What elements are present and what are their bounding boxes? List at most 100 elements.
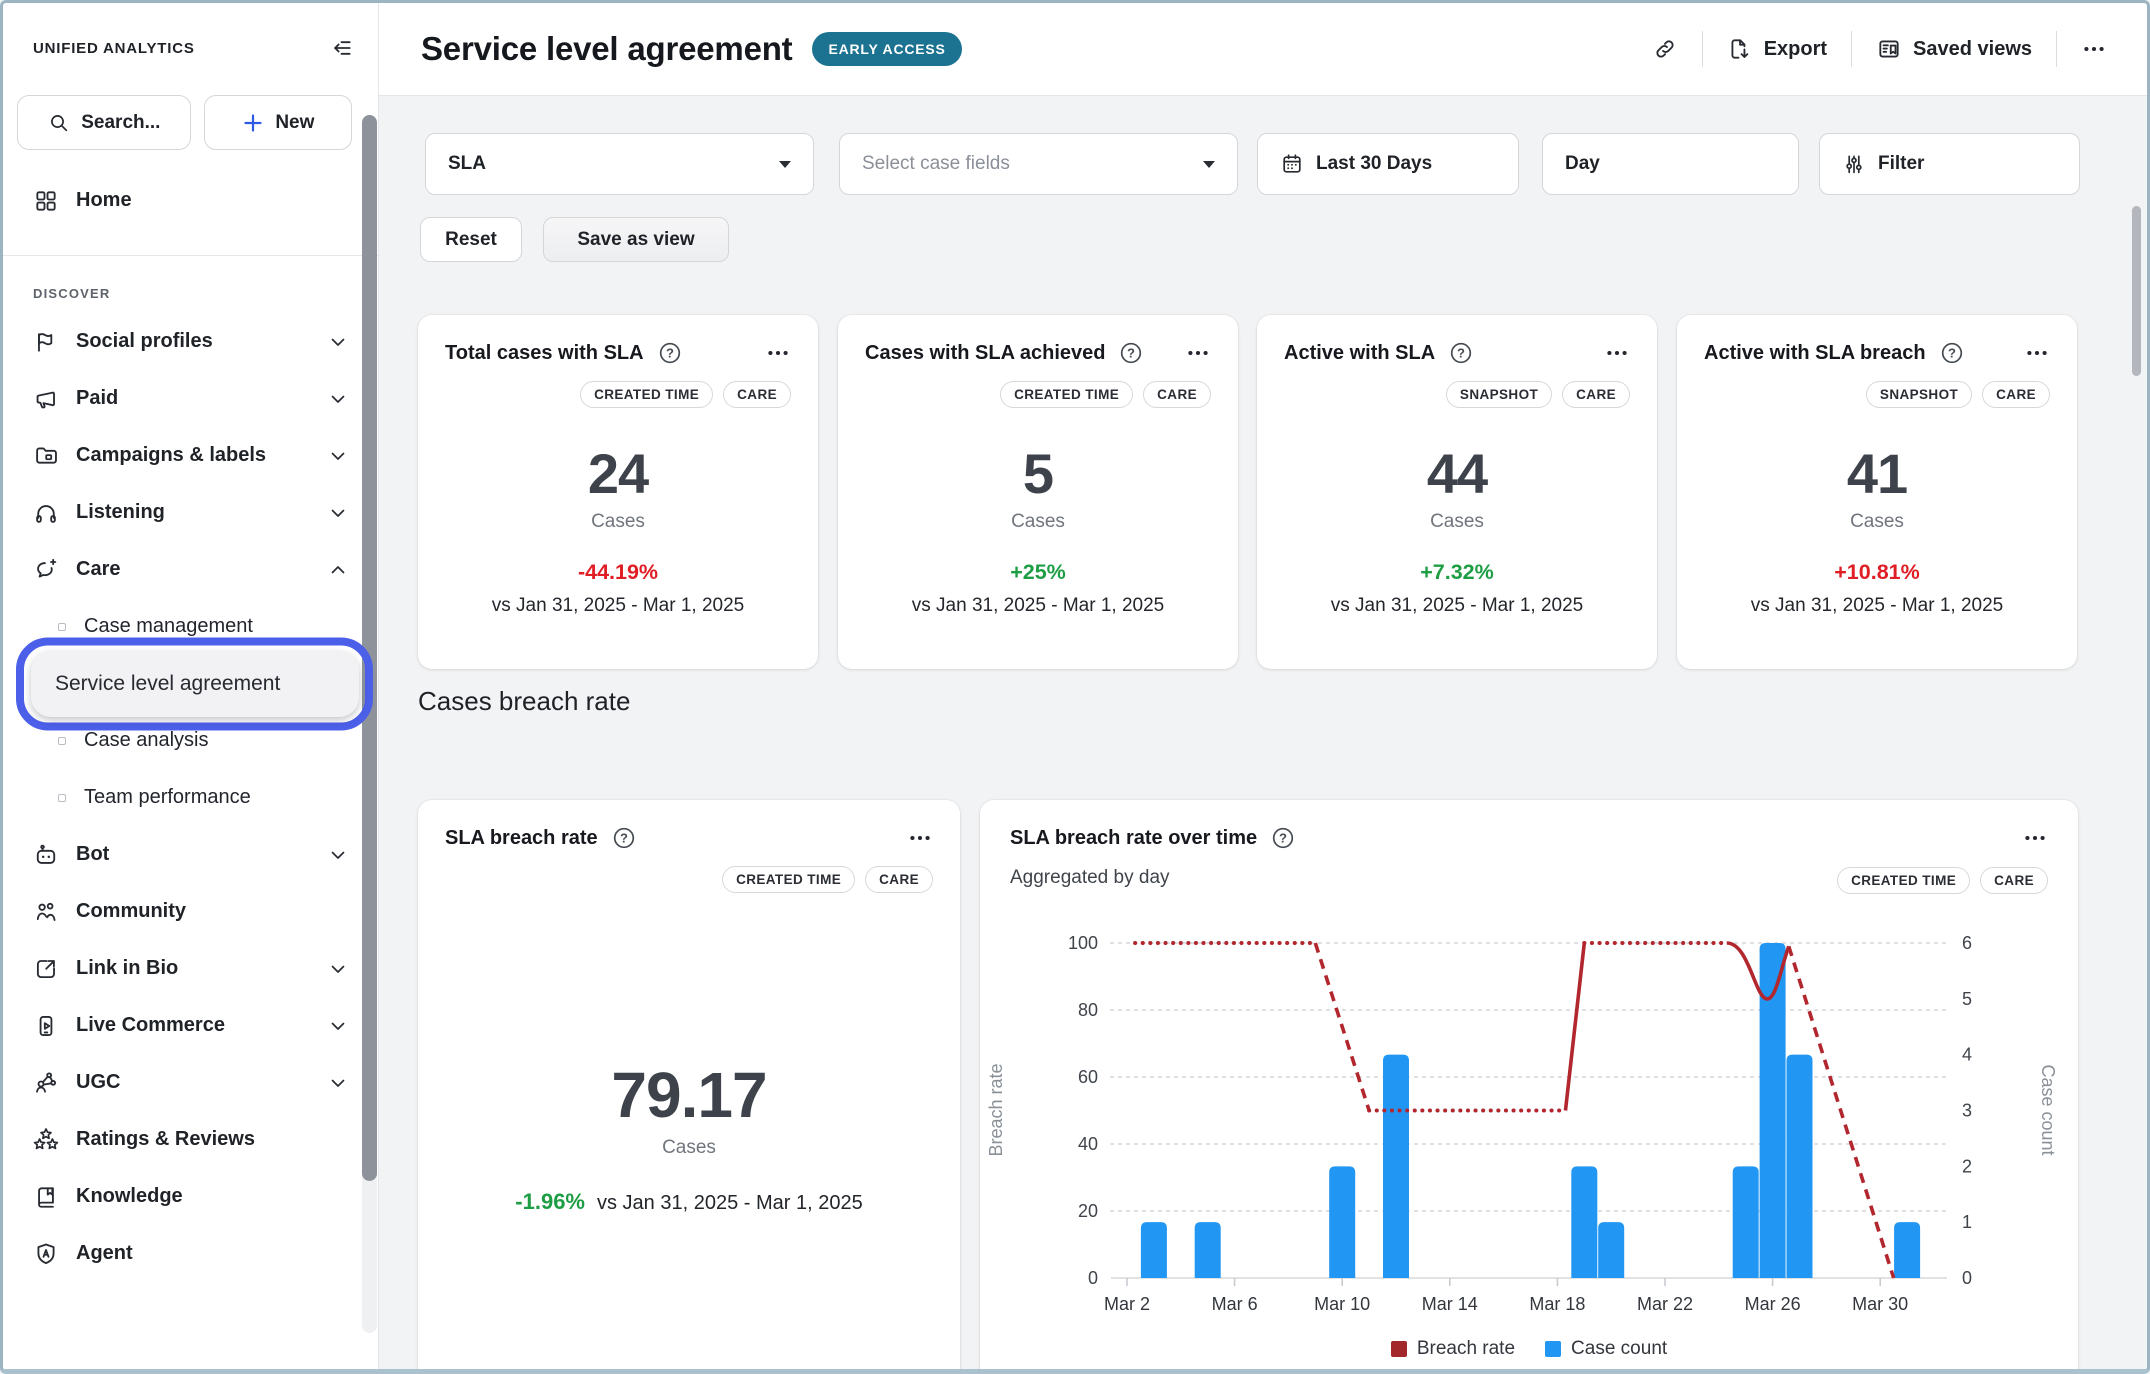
help-icon[interactable]: ? [657,340,683,366]
case-count-bar[interactable] [1329,1166,1356,1278]
tag-row: SNAPSHOT CARE [1704,381,2050,408]
reset-button[interactable]: Reset [420,217,522,262]
x-axis-label: Mar 22 [1637,1294,1693,1314]
main-scrollbar-thumb[interactable] [2132,206,2141,376]
case-count-bar[interactable] [1759,943,1786,1278]
filter-label: Filter [1878,153,1925,174]
tag-care: CARE [865,866,933,893]
help-icon[interactable]: ? [1448,340,1474,366]
header-divider [1701,31,1703,67]
card-menu-button[interactable] [2022,825,2048,851]
x-axis-label: Mar 14 [1422,1294,1478,1314]
sidebar-item-care[interactable]: Care [3,541,378,598]
metric-compare: vs Jan 31, 2025 - Mar 1, 2025 [1750,595,2004,616]
sidebar-item-home[interactable]: Home [3,172,378,229]
help-icon[interactable]: ? [611,825,637,851]
sla-breach-rate-card: SLA breach rate ? CREATED TIME CARE 79.17… [418,800,960,1369]
metric-card-total-cases-with-sla: Total cases with SLA ? CREATED TIME CARE … [418,315,818,669]
card-menu-button[interactable] [1185,340,1211,366]
headphones-icon [33,500,59,526]
sidebar-item-paid[interactable]: Paid [3,370,378,427]
legend-item-case-count[interactable]: Case count [1545,1338,1667,1360]
collapse-sidebar-icon[interactable] [328,35,354,61]
granularity-button[interactable]: Day [1542,133,1799,195]
sidebar-item-ratings-reviews[interactable]: Ratings & Reviews [3,1111,378,1168]
case-count-bar[interactable] [1732,1166,1759,1278]
sidebar-subitem-case-management[interactable]: Case management [3,598,378,655]
sidebar-item-live-commerce[interactable]: Live Commerce [3,997,378,1054]
sidebar-section-discover: DISCOVER [33,286,111,301]
flag-icon [33,329,59,355]
case-count-bar[interactable] [1140,1222,1167,1278]
sidebar-item-listening[interactable]: Listening [3,484,378,541]
help-icon[interactable]: ? [1939,340,1965,366]
svg-text:?: ? [1457,345,1465,360]
card-menu-button[interactable] [907,825,933,851]
metric-unit: Cases [1430,511,1484,532]
tag-row: CREATED TIME CARE [865,381,1211,408]
card-menu-button[interactable] [2024,340,2050,366]
date-range-button[interactable]: Last 30 Days [1257,133,1519,195]
export-button[interactable]: Export [1727,36,1827,62]
save-as-view-button[interactable]: Save as view [543,217,729,262]
sidebar-item-community[interactable]: Community [3,883,378,940]
chevron-down-icon [326,1014,350,1038]
care-bubble-icon [33,557,59,583]
legend-item-breach-rate[interactable]: Breach rate [1390,1338,1515,1360]
sidebar-item-label: Community [76,900,186,922]
case-fields-select[interactable]: Select case fields [839,133,1238,195]
more-options-button[interactable] [2081,36,2107,62]
brand-title: UNIFIED ANALYTICS [33,39,195,57]
case-count-bar[interactable] [1383,1054,1409,1278]
card-menu-button[interactable] [765,340,791,366]
card-title: Active with SLA breach [1704,341,1926,364]
book-icon [33,1184,59,1210]
chevron-down-icon [326,501,350,525]
sidebar-subitem-team-performance[interactable]: Team performance [3,769,378,826]
saved-views-icon [1876,36,1902,62]
case-count-bar[interactable] [1894,1222,1921,1278]
sidebar-item-knowledge[interactable]: Knowledge [3,1168,378,1225]
new-button[interactable]: New [203,95,352,150]
sidebar-item-ugc[interactable]: UGC [3,1054,378,1111]
chart-legend: Breach rate Case count [980,1338,2078,1360]
chevron-down-icon [779,160,791,168]
sidebar-scrollbar-thumb[interactable] [362,115,377,1181]
legend-label: Case count [1571,1338,1668,1359]
right-axis-tick: 2 [1962,1156,1972,1176]
help-icon[interactable]: ? [1270,825,1296,851]
chevron-down-icon [326,843,350,867]
case-count-bar[interactable] [1571,1166,1598,1278]
sidebar-item-social-profiles[interactable]: Social profiles [3,313,378,370]
subitem-bullet-icon [58,793,66,802]
case-count-bar[interactable] [1786,1054,1813,1278]
breach-rate-chart[interactable]: 0 20 40 60 80 100 0 1 2 3 4 5 6 Mar 2 Mar 6 Mar 10 Mar 1… [980,918,2078,1369]
case-count-bar[interactable] [1194,1222,1221,1278]
sidebar-item-bot[interactable]: Bot [3,826,378,883]
saved-views-button[interactable]: Saved views [1876,36,2032,62]
breach-rate-line-solid [1563,942,1587,1111]
sidebar-subitem-service-level-agreement[interactable]: Service level agreement [31,650,359,717]
card-menu-button[interactable] [1604,340,1630,366]
sla-select[interactable]: SLA [425,133,814,195]
tag-snapshot: SNAPSHOT [1445,381,1553,408]
metric-change: -44.19% [577,560,659,584]
sidebar-item-campaigns-labels[interactable]: Campaigns & labels [3,427,378,484]
sidebar-item-label: Care [76,558,121,580]
help-icon[interactable]: ? [1118,340,1144,366]
card-title: Active with SLA [1284,341,1436,364]
sidebar-nav-list: Social profiles Paid Campaigns & labels … [3,313,378,1282]
export-label: Export [1763,37,1828,60]
sidebar-item-agent[interactable]: Agent [3,1225,378,1282]
sidebar-item-label: Link in Bio [76,957,179,979]
sidebar-item-link-in-bio[interactable]: Link in Bio [3,940,378,997]
people-icon [33,899,59,925]
search-button-label: Search... [81,111,161,133]
case-count-bar[interactable] [1598,1222,1625,1278]
filter-button[interactable]: Filter [1819,133,2080,195]
search-button[interactable]: Search... [17,95,191,150]
sidebar-subitem-case-analysis[interactable]: Case analysis [3,712,378,769]
copy-link-button[interactable] [1652,36,1678,62]
sidebar-item-label: Campaigns & labels [76,444,267,466]
tag-row: CREATED TIME CARE [1837,867,2048,894]
